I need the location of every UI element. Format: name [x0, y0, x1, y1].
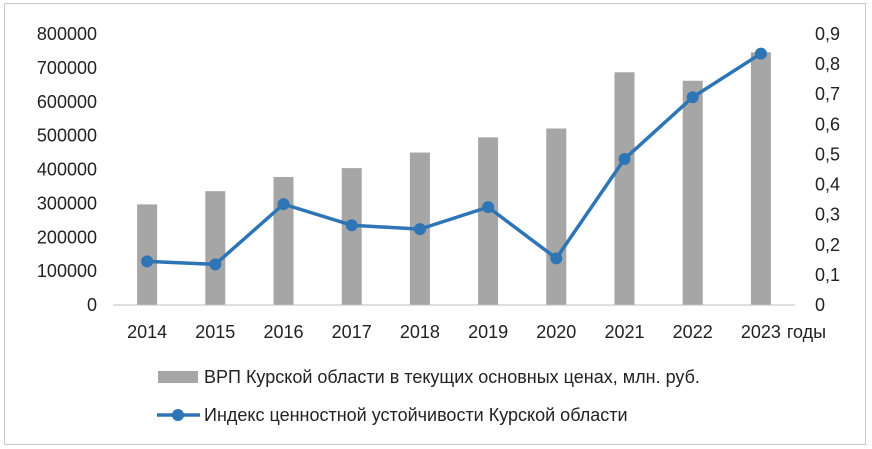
point-2019 [482, 201, 495, 214]
x-tick-label: 2022 [673, 322, 713, 342]
right-tick-label: 0,1 [815, 265, 840, 285]
x-tick-label: 2016 [263, 322, 303, 342]
chart-frame: 0 100000 200000 300000 400000 500000 600000 700… [4, 3, 866, 445]
x-tick-label: 2019 [468, 322, 508, 342]
right-tick-label: 0,4 [815, 175, 840, 195]
left-tick-label: 500000 [37, 126, 97, 146]
x-axis-ticks: 2014 2015 2016 2017 2018 2019 2020 2021 2022 2023 [127, 322, 781, 342]
bar-2022 [682, 80, 703, 305]
point-2020 [550, 252, 563, 265]
legend-bar-swatch [158, 371, 198, 383]
bar-2021 [614, 72, 635, 305]
index-line [147, 52, 762, 267]
right-tick-label: 0 [815, 295, 825, 315]
left-tick-label: 200000 [37, 227, 97, 247]
x-tick-label: 2020 [536, 322, 576, 342]
point-2021 [618, 152, 631, 165]
bar-2014 [137, 204, 158, 305]
legend-bar-label: ВРП Курской области в текущих основных ц… [204, 367, 700, 387]
left-tick-label: 0 [87, 295, 97, 315]
x-tick-label: 2023 [741, 322, 781, 342]
left-tick-label: 600000 [37, 92, 97, 112]
point-2016 [277, 198, 290, 211]
right-tick-label: 0,2 [815, 235, 840, 255]
bar-2017 [341, 168, 362, 305]
x-tick-label: 2018 [400, 322, 440, 342]
x-axis-unit-label: годы [787, 322, 826, 342]
x-tick-label: 2021 [604, 322, 644, 342]
right-tick-label: 0,3 [815, 205, 840, 225]
combo-chart: 0 100000 200000 300000 400000 500000 600000 700… [37, 24, 840, 425]
point-2023 [754, 47, 767, 60]
point-2018 [413, 223, 426, 236]
right-axis-ticks: 0 0,1 0,2 0,3 0,4 0,5 0,6 0,7 0,8 0,9 [815, 24, 840, 315]
line-series [141, 47, 767, 271]
bar-2016 [273, 176, 294, 305]
left-tick-label: 800000 [37, 24, 97, 44]
left-tick-label: 400000 [37, 160, 97, 180]
left-axis-ticks: 0 100000 200000 300000 400000 500000 600000 700… [37, 24, 97, 315]
point-2014 [141, 255, 154, 268]
x-tick-label: 2017 [332, 322, 372, 342]
left-tick-label: 700000 [37, 58, 97, 78]
legend-line-marker [172, 409, 184, 421]
point-2022 [686, 91, 699, 104]
right-tick-label: 0,6 [815, 114, 840, 134]
bar-2020 [546, 128, 567, 305]
point-2015 [209, 258, 222, 271]
bar-2023 [750, 52, 771, 306]
left-tick-label: 300000 [37, 193, 97, 213]
bar-2015 [205, 191, 226, 305]
x-tick-label: 2015 [195, 322, 235, 342]
legend-line-label: Индекс ценностной устойчивости Курской о… [204, 405, 628, 425]
legend: ВРП Курской области в текущих основных ц… [157, 367, 700, 425]
point-2017 [345, 219, 358, 232]
right-tick-label: 0,9 [815, 24, 840, 44]
right-tick-label: 0,8 [815, 54, 840, 74]
bar-series [137, 52, 771, 306]
left-tick-label: 100000 [37, 261, 97, 281]
x-tick-label: 2014 [127, 322, 167, 342]
right-tick-label: 0,7 [815, 84, 840, 104]
right-tick-label: 0,5 [815, 144, 840, 164]
bar-2019 [478, 137, 499, 305]
